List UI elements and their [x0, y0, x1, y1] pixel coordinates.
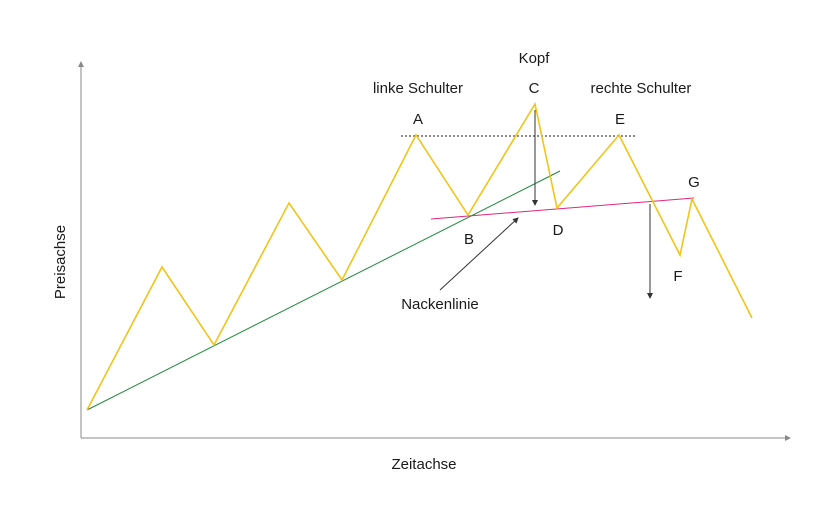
point-a-label: A [413, 111, 423, 128]
neckline-label: Nackenlinie [401, 296, 479, 313]
neckline [430, 197, 695, 220]
right-shoulder-label: rechte Schulter [591, 80, 692, 97]
point-d-label: D [553, 222, 564, 239]
trend-line [86, 170, 561, 411]
left-shoulder-label: linke Schulter [373, 80, 463, 97]
point-c-label: C [529, 80, 540, 97]
x-axis-label: Zeitachse [391, 456, 456, 473]
point-e-label: E [615, 111, 625, 128]
y-axis-label: Preisachse [52, 225, 69, 299]
neckline-pointer-arrow [439, 217, 519, 291]
point-f-label: F [673, 268, 682, 285]
point-b-label: B [464, 231, 474, 248]
point-g-label: G [688, 174, 700, 191]
price-line [86, 101, 753, 411]
head-label: Kopf [519, 50, 551, 67]
